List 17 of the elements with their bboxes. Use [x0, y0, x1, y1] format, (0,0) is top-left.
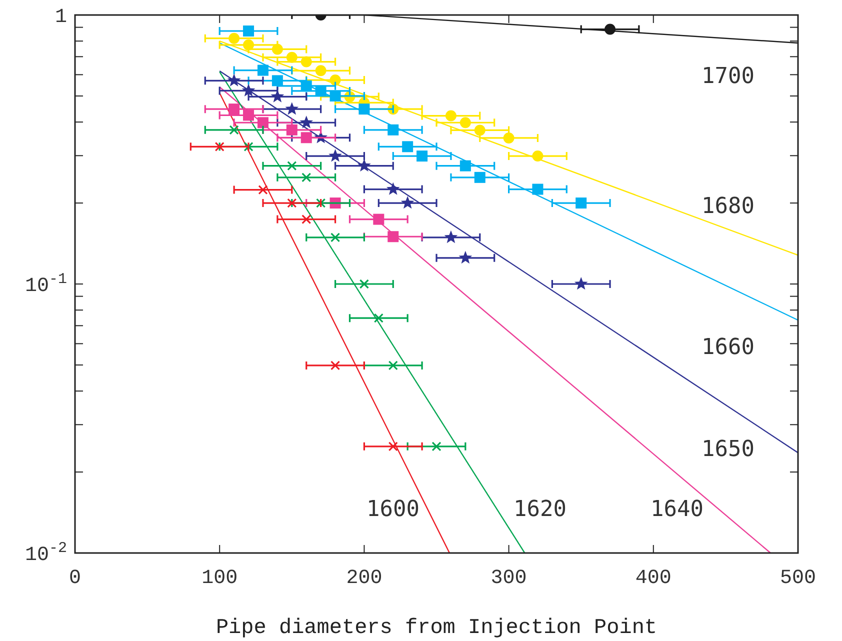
y-tick-label: 1 — [54, 6, 67, 29]
annotation: 1650 — [702, 437, 754, 462]
x-tick-label: 200 — [346, 567, 382, 590]
y-tick-label: 10$^{-2}$ — [24, 540, 67, 567]
y-tick-label: 10$^{-1}$ — [24, 270, 67, 298]
x-tick-label: 0 — [68, 567, 82, 590]
x-tick-label: 300 — [490, 567, 527, 590]
x-tick-label: 400 — [635, 567, 672, 590]
annotation: 1700 — [702, 64, 754, 89]
annotation: 1620 — [514, 497, 566, 522]
annotation: 1660 — [702, 335, 754, 360]
annotation: 1600 — [366, 497, 420, 522]
x-tick-label: 500 — [780, 567, 816, 590]
x-axis-title: Pipe diameters from Injection Point — [216, 617, 658, 640]
annotation: 1640 — [650, 497, 704, 522]
x-tick-label: 100 — [202, 567, 238, 590]
annotation: 1680 — [702, 194, 754, 219]
